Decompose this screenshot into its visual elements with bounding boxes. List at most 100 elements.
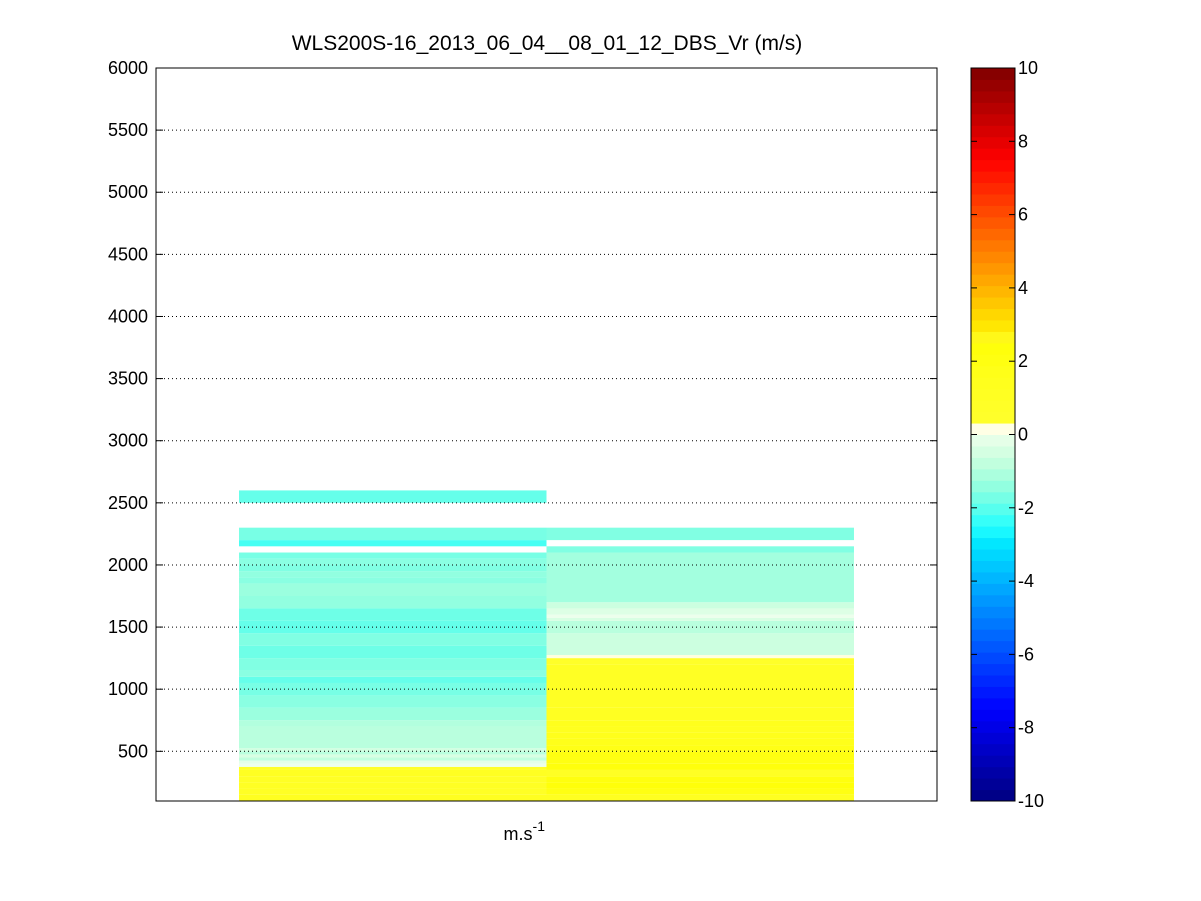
colorbar-tick-label: 8 [1018, 131, 1028, 151]
colorbar-segment [971, 342, 1015, 355]
colorbar-segment [971, 365, 1015, 378]
x-axis-label-exponent: -1 [533, 818, 546, 834]
colorbar-segment [971, 354, 1015, 367]
plot-area: 500 1000 1500 2000 2500 3000 3500 4000 4500 5000 5… [108, 58, 938, 802]
colorbar-segment [971, 686, 1015, 699]
heatmap-cell [239, 571, 547, 578]
heatmap-cell [239, 564, 547, 572]
colorbar-segment [971, 285, 1015, 298]
colorbar-segment [971, 148, 1015, 161]
heatmap-cell [239, 766, 547, 770]
colorbar-segment [971, 228, 1015, 241]
colorbar-segment [971, 675, 1015, 687]
colorbar-segment [971, 216, 1015, 229]
heatmap-cell [546, 732, 854, 739]
heatmap-cell [546, 707, 854, 721]
colorbar-segment [971, 732, 1015, 745]
colorbar-tick-label: 10 [1018, 58, 1038, 78]
heatmap-cell [239, 608, 547, 621]
colorbar-segment [971, 319, 1015, 332]
colorbar-segment [971, 251, 1015, 264]
heatmap-cell [546, 527, 854, 541]
heatmap-cell [239, 757, 547, 761]
colorbar-segment [971, 90, 1015, 103]
heatmap-cells [239, 490, 854, 801]
heatmap-cell [546, 658, 854, 665]
colorbar-segment [971, 136, 1015, 149]
heatmap-cell [239, 596, 547, 609]
heatmap-cell [239, 645, 547, 659]
heatmap-cell [239, 760, 547, 764]
heatmap-cell [546, 769, 854, 777]
colorbar-segment [971, 308, 1015, 321]
heatmap-cell [239, 720, 547, 727]
heatmap-cell [239, 633, 547, 646]
colorbar-segment [971, 617, 1015, 630]
y-tick-label: 3500 [108, 369, 148, 389]
colorbar-segment [971, 388, 1015, 401]
colorbar-segment [971, 778, 1015, 791]
colorbar-segment [971, 697, 1015, 710]
colorbar-segment [971, 125, 1015, 138]
colorbar-segment [971, 755, 1015, 768]
heatmap-cell [546, 757, 854, 764]
colorbar-segment [971, 606, 1015, 619]
heatmap-cell [239, 763, 547, 767]
heatmap-cell [239, 794, 547, 801]
heatmap-cell [239, 577, 547, 584]
heatmap-cell [546, 751, 854, 758]
y-tick-label: 1500 [108, 617, 148, 637]
heatmap-cell [546, 633, 854, 656]
heatmap-cell [239, 670, 547, 677]
colorbar: -10 -8 -6 -4 -2 0 2 4 6 8 10 [970, 58, 1044, 811]
colorbar-segment [971, 537, 1015, 550]
heatmap-cell [546, 608, 854, 615]
colorbar-segment [971, 159, 1015, 172]
heatmap-cell [239, 658, 547, 671]
heatmap-cell [546, 552, 854, 603]
colorbar-tick-label: 0 [1018, 425, 1028, 445]
heatmap-cell [546, 614, 854, 618]
colorbar-segment [971, 491, 1015, 504]
colorbar-segment [971, 640, 1015, 653]
colorbar-segment [971, 102, 1015, 115]
colorbar-segment [971, 652, 1015, 665]
colorbar-segment [971, 411, 1015, 424]
colorbar-tick-label: -10 [1018, 791, 1044, 811]
colorbar-segment [971, 377, 1015, 390]
colorbar-tick-label: 2 [1018, 351, 1028, 371]
heatmap-cell [546, 602, 854, 609]
colorbar-tick-label: 6 [1018, 205, 1028, 225]
y-tick-label: 2000 [108, 555, 148, 575]
colorbar-segment [971, 297, 1015, 310]
heatmap-cell [546, 738, 854, 746]
heatmap-cell [239, 788, 547, 795]
chart-title: WLS200S-16_2013_06_04__08_01_12_DBS_Vr (… [292, 32, 803, 55]
colorbar-segment [971, 171, 1015, 184]
heatmap-cell [239, 490, 547, 503]
heatmap-cell [546, 617, 854, 621]
colorbar-cells [971, 68, 1015, 802]
colorbar-segment [971, 514, 1015, 527]
heatmap-cell [239, 776, 547, 783]
heatmap-cell [239, 676, 547, 683]
colorbar-segment [971, 480, 1015, 493]
colorbar-segment [971, 274, 1015, 287]
colorbar-tick-label: 4 [1018, 278, 1028, 298]
colorbar-segment [971, 331, 1015, 344]
colorbar-segment [971, 113, 1015, 126]
heatmap-cell [546, 763, 854, 770]
plot-frame [155, 67, 938, 802]
heatmap-cell [239, 782, 547, 789]
y-tick-label: 5000 [108, 182, 148, 202]
y-tick-label: 2500 [108, 493, 148, 513]
heatmap-cell [546, 655, 854, 659]
colorbar-tick-label: -8 [1018, 718, 1034, 738]
heatmap-cell [239, 769, 547, 777]
heatmap-cell [546, 788, 854, 795]
colorbar-segment [971, 629, 1015, 642]
colorbar-segment [971, 182, 1015, 195]
colorbar-segment [971, 663, 1015, 676]
heatmap-cell [239, 726, 547, 749]
colorbar-ticks: -10 -8 -6 -4 -2 0 2 4 6 8 10 [971, 58, 1044, 811]
